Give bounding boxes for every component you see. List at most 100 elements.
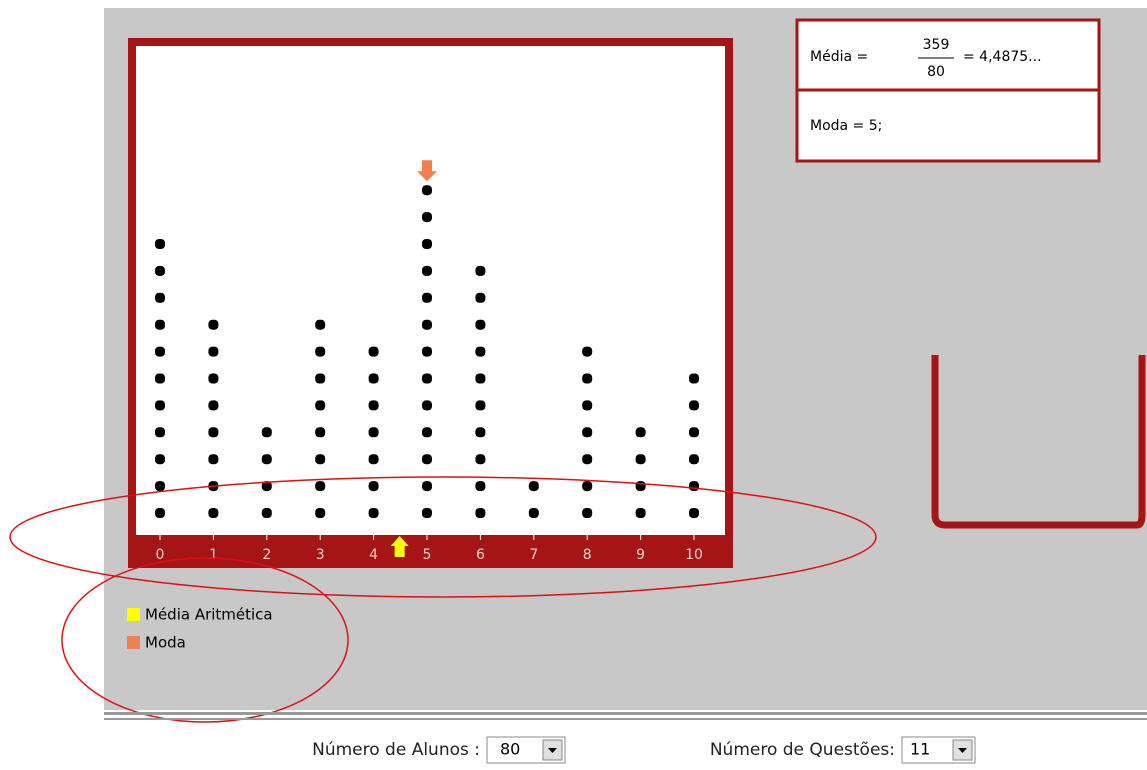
dot (261, 454, 272, 465)
dot (582, 427, 593, 438)
dot (528, 508, 539, 518)
dot-column (315, 319, 326, 518)
dot (582, 481, 593, 492)
dot-column (208, 319, 219, 518)
mean-result: = 4,4875... (963, 49, 1042, 65)
dot (475, 427, 486, 438)
dot-column (528, 481, 539, 518)
dot (155, 373, 165, 384)
dot (315, 454, 326, 465)
x-tick-label: 8 (583, 547, 592, 563)
x-tick-label: 7 (529, 547, 538, 563)
dot (155, 427, 165, 438)
mean-label: Média = (810, 49, 868, 65)
dot (155, 346, 165, 357)
dot (422, 346, 432, 357)
legend-swatch (127, 636, 140, 649)
dot (475, 373, 486, 384)
dot (475, 400, 486, 411)
x-tick-label: 4 (369, 547, 378, 563)
legend-label: Média Aritmética (145, 606, 273, 624)
dot (422, 265, 432, 276)
dot (582, 373, 593, 384)
dot (422, 212, 432, 223)
dot (368, 508, 379, 518)
mode-arrow (417, 160, 437, 182)
dot (368, 427, 379, 438)
dot (208, 319, 219, 330)
dot (368, 346, 379, 357)
x-tick-label: 1 (209, 547, 218, 563)
dot (155, 265, 165, 276)
numerator: 359 (923, 37, 950, 53)
dot (261, 481, 272, 492)
dot (582, 454, 593, 465)
dot (155, 481, 165, 492)
dot (155, 454, 165, 465)
dropdown-arrow (548, 748, 557, 753)
dot (422, 292, 432, 303)
dot (368, 373, 379, 384)
dot (422, 427, 432, 438)
x-tick-label: 10 (685, 547, 703, 563)
dot (422, 508, 432, 518)
dot-column (475, 265, 486, 518)
dot (208, 346, 219, 357)
dot (155, 239, 165, 249)
legend-label: Moda (145, 634, 186, 652)
dot (368, 454, 379, 465)
dot (689, 400, 699, 411)
dot (475, 481, 486, 492)
dot (155, 508, 165, 518)
control-label: Número de Questões: (710, 740, 895, 760)
dot (155, 400, 165, 411)
dot-column (368, 346, 379, 518)
dot (689, 481, 699, 492)
x-tick-label: 2 (262, 547, 271, 563)
dot-column (582, 346, 593, 518)
control-label: Número de Alunos : (312, 740, 480, 760)
dot (422, 185, 432, 196)
dot (368, 400, 379, 411)
dot (475, 508, 486, 518)
separator (104, 712, 1147, 715)
dot (422, 239, 432, 249)
dot (475, 292, 486, 303)
dot (635, 454, 646, 465)
dot (582, 346, 593, 357)
dot (261, 508, 272, 518)
mean-arrow (390, 536, 409, 557)
annotation-ellipse (61, 557, 349, 723)
x-tick-label: 9 (636, 547, 645, 563)
x-tick-label: 6 (476, 547, 485, 563)
dot (528, 481, 539, 492)
dot (635, 427, 646, 438)
dot (475, 265, 486, 276)
dot (155, 292, 165, 303)
dot (422, 373, 432, 384)
separator (104, 718, 1147, 720)
dot (315, 400, 326, 411)
denominator: 80 (927, 64, 945, 80)
dot (475, 346, 486, 357)
dot (689, 508, 699, 518)
dot (582, 400, 593, 411)
dot (261, 427, 272, 438)
dot (155, 319, 165, 330)
dot (635, 508, 646, 518)
dot (368, 481, 379, 492)
plot: 0 1 2 3 4 5 6 7 8 9 10 (155, 160, 703, 563)
dot (315, 319, 326, 330)
container-shape (931, 355, 1146, 529)
dot (315, 481, 326, 492)
dot (582, 508, 593, 518)
dot (315, 346, 326, 357)
dot (689, 427, 699, 438)
dot-column (155, 239, 165, 518)
dot (208, 373, 219, 384)
dot (475, 319, 486, 330)
x-tick-label: 0 (156, 547, 165, 563)
select-value: 80 (500, 740, 520, 759)
